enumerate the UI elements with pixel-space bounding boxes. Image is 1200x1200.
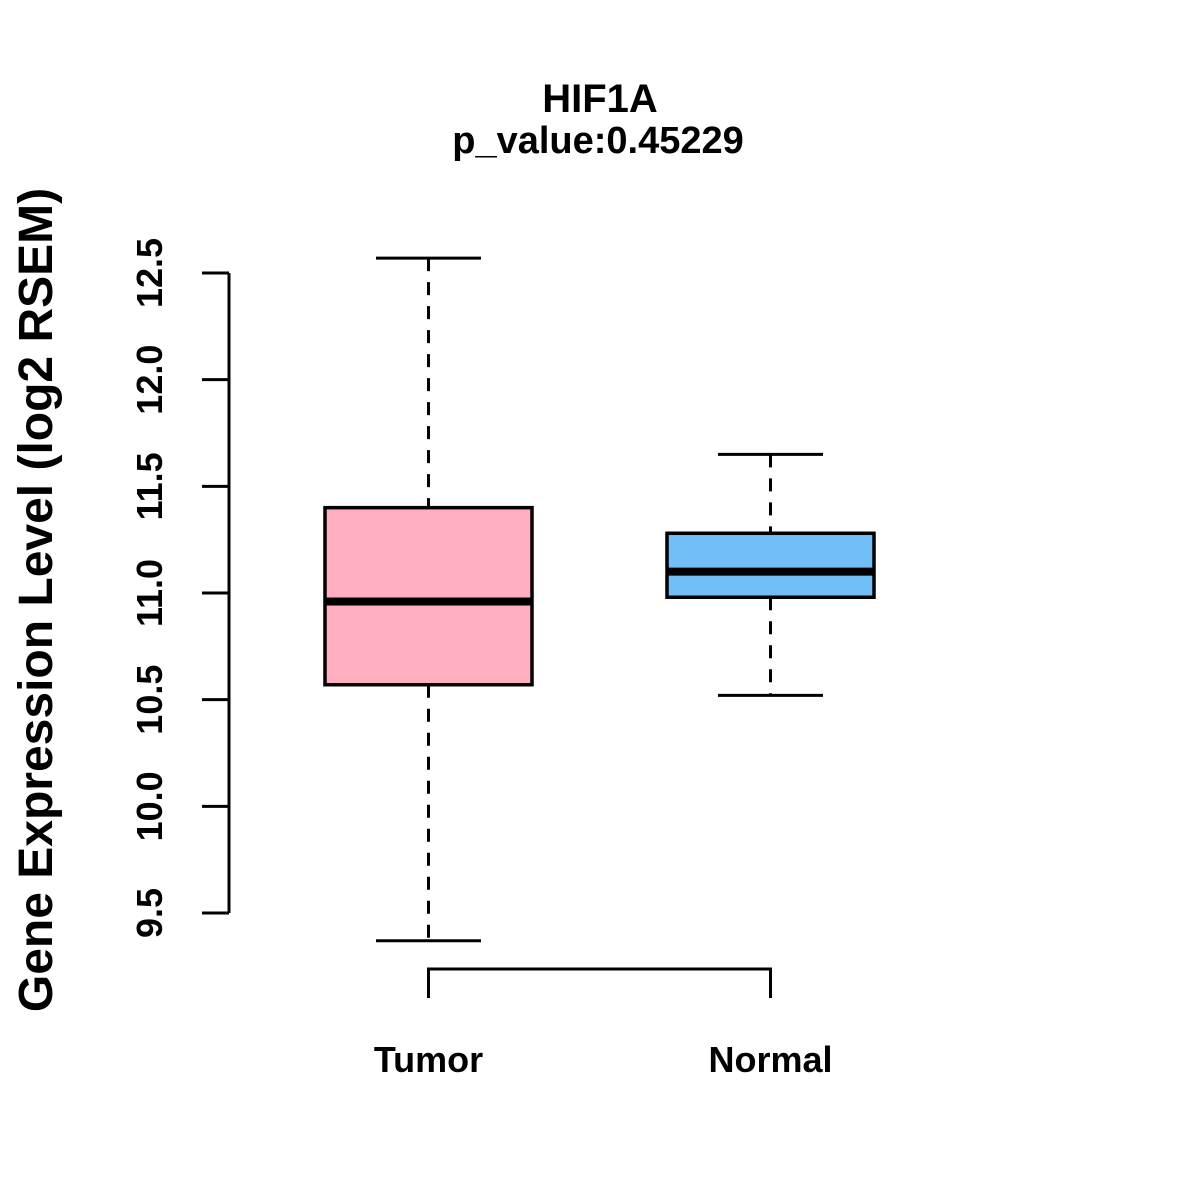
x-axis-category-label-tumor: Tumor (374, 1039, 483, 1080)
boxplot-normal (665, 452, 876, 697)
x-axis-category-label-normal: Normal (708, 1039, 832, 1080)
y-axis-tick-label: 11.0 (129, 559, 170, 627)
y-axis-tick-label: 10.0 (129, 771, 170, 841)
boxplot-tumor (323, 256, 534, 943)
y-axis-tick-label: 10.5 (129, 665, 170, 735)
y-axis-tick-label: 9.5 (129, 888, 170, 938)
y-axis-tick-label: 12.5 (129, 238, 170, 308)
y-axis-label: Gene Expression Level (log2 RSEM) (10, 188, 63, 1012)
chart-subtitle-pvalue: p_value:0.45229 (452, 120, 744, 162)
y-axis-tick-label: 11.5 (129, 452, 170, 520)
iqr-box-tumor (323, 505, 534, 687)
boxes-layer (323, 256, 876, 943)
x-axis-line (427, 967, 772, 998)
chart-title: HIF1A (542, 77, 658, 121)
y-axis-tick-label: 12.0 (129, 345, 170, 415)
axes-layer: 9.5 10.0 10.5 11.0 11.5 12.0 12.5 Tumor Normal (129, 238, 833, 1080)
iqr-box-normal (665, 531, 876, 600)
